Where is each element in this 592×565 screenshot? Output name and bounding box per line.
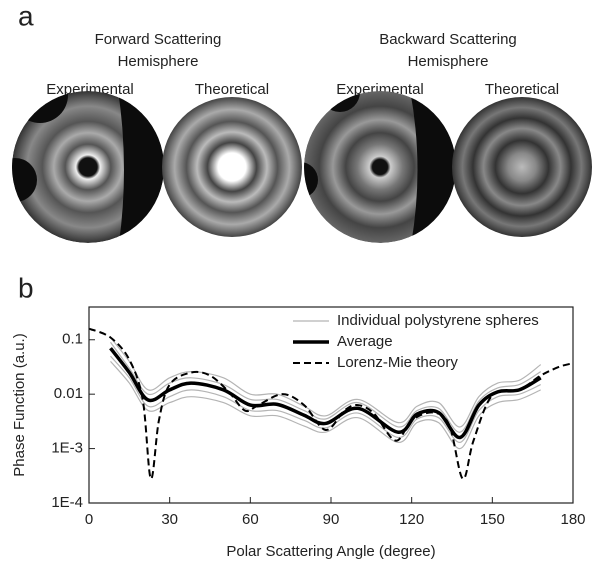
panel-label: a: [18, 0, 34, 31]
x-tick-label: 150: [480, 511, 505, 528]
y-tick-label: 1E-4: [51, 494, 83, 511]
x-tick-label: 120: [399, 511, 424, 528]
group-title: Hemisphere: [408, 53, 489, 70]
x-tick-label: 90: [323, 511, 340, 528]
panel-label: b: [18, 272, 34, 303]
figure: a Forward Scattering Hemisphere Backward…: [0, 0, 592, 565]
image-label: Theoretical: [195, 81, 269, 98]
image: [282, 72, 460, 250]
x-tick-label: 180: [560, 511, 585, 528]
y-axis-title: Phase Function (a.u.): [11, 333, 28, 476]
y-tick-label: 0.01: [54, 385, 83, 402]
x-axis-title: Polar Scattering Angle (degree): [226, 543, 435, 560]
series-line: [89, 329, 573, 479]
image: [0, 67, 170, 250]
x-tick-label: 60: [242, 511, 259, 528]
x-tick-label: 0: [85, 511, 93, 528]
legend-label: Average: [337, 333, 393, 350]
group-title: Backward Scattering: [379, 31, 517, 48]
group-title: Forward Scattering: [95, 31, 222, 48]
y-tick-label: 0.1: [62, 331, 83, 348]
image: [162, 97, 302, 237]
image-label: Theoretical: [485, 81, 559, 98]
legend-label: Lorenz-Mie theory: [337, 354, 458, 371]
series-line: [111, 348, 541, 437]
image: [452, 97, 592, 237]
group-title: Hemisphere: [118, 53, 199, 70]
x-tick-label: 30: [161, 511, 178, 528]
legend-label: Individual polystyrene spheres: [337, 312, 539, 329]
plot-frame: [89, 307, 573, 503]
y-tick-label: 1E-3: [51, 440, 83, 457]
series-line: [111, 338, 541, 427]
